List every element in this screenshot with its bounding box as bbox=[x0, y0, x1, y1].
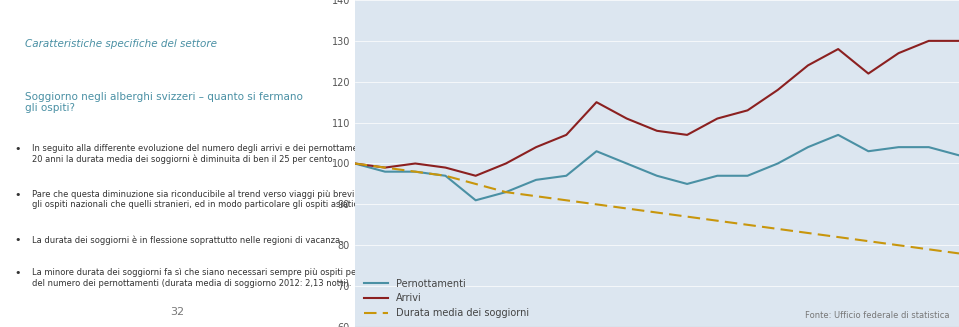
Text: •: • bbox=[14, 268, 21, 278]
Text: Fonte: Ufficio federale di statistica: Fonte: Ufficio federale di statistica bbox=[805, 311, 949, 320]
Text: Caratteristiche specifiche del settore: Caratteristiche specifiche del settore bbox=[25, 39, 217, 49]
Text: •: • bbox=[14, 235, 21, 246]
Text: •: • bbox=[14, 144, 21, 154]
Text: In seguito alla differente evoluzione del numero degli arrivi e dei pernottament: In seguito alla differente evoluzione de… bbox=[32, 144, 421, 164]
Text: •: • bbox=[14, 190, 21, 200]
Text: 32: 32 bbox=[171, 307, 184, 317]
Legend: Pernottamenti, Arrivi, Durata media dei soggiorni: Pernottamenti, Arrivi, Durata media dei … bbox=[360, 275, 532, 322]
Text: La durata dei soggiorni è in flessione soprattutto nelle regioni di vacanza.: La durata dei soggiorni è in flessione s… bbox=[32, 235, 342, 245]
Text: Pare che questa diminuzione sia riconducibile al trend verso viaggi più brevi ch: Pare che questa diminuzione sia riconduc… bbox=[32, 190, 439, 209]
Text: La minore durata dei soggiorni fa sì che siano necessari sempre più ospiti per m: La minore durata dei soggiorni fa sì che… bbox=[32, 268, 444, 287]
Text: Soggiorno negli alberghi svizzeri – quanto si fermano
gli ospiti?: Soggiorno negli alberghi svizzeri – quan… bbox=[25, 92, 303, 113]
